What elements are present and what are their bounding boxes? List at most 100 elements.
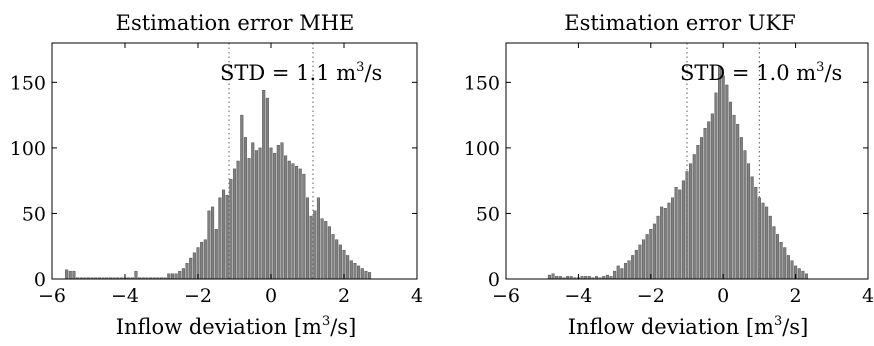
histogram-bar: [728, 101, 732, 280]
y-tick-label: 150: [10, 72, 46, 94]
histogram-bar: [324, 221, 328, 280]
x-tick-label: 4: [411, 285, 423, 307]
histogram-bar: [790, 260, 794, 280]
histogram-bar: [262, 89, 266, 280]
x-tick-label: −6: [492, 285, 520, 307]
x-axis-ticks: −6 −4 −2 0 2 4: [492, 43, 874, 307]
histogram-bar: [335, 239, 339, 280]
histogram-bar: [801, 270, 805, 280]
histogram-bar: [247, 158, 251, 280]
y-tick-label: 100: [464, 138, 500, 160]
histogram-bar: [671, 197, 675, 280]
histogram-bar: [65, 269, 69, 280]
histogram-bar: [627, 260, 631, 280]
histogram-bar: [357, 265, 361, 280]
histogram-bar: [258, 147, 262, 280]
histogram-bar: [714, 92, 718, 280]
x-axis-label: Inflow deviation [m3/s]: [568, 314, 809, 339]
histogram-bar: [174, 273, 178, 280]
histogram-bar: [327, 226, 331, 280]
histogram-bar: [804, 273, 808, 280]
x-axis-label-exp: 3: [774, 314, 782, 329]
histogram-bar: [620, 268, 624, 280]
histogram-bar: [284, 155, 288, 280]
histogram-bar: [623, 263, 627, 280]
histogram-bar: [305, 197, 310, 280]
histogram-bar: [203, 239, 207, 280]
histogram-bar: [368, 272, 372, 280]
histogram-bar: [696, 145, 700, 280]
y-tick-label: 0: [488, 269, 500, 291]
histogram-bar: [703, 128, 707, 280]
histogram-bar: [331, 234, 335, 280]
plot-frame: [505, 42, 869, 280]
histogram-bar: [225, 194, 229, 280]
histogram-bar: [338, 244, 342, 280]
histogram-bar: [276, 145, 280, 280]
histogram-bar: [295, 166, 299, 280]
histogram-bar: [211, 206, 215, 280]
histogram-bar: [232, 168, 237, 280]
histogram-bar: [652, 223, 656, 280]
y-tick-label: 0: [34, 269, 46, 291]
chart-title: Estimation error MHE: [116, 11, 355, 35]
x-axis-label-prefix: Inflow deviation [m: [568, 315, 774, 339]
histogram-bar: [192, 252, 196, 280]
histogram-bar: [786, 255, 790, 280]
histogram-bar: [185, 263, 189, 280]
histogram-bar: [313, 210, 317, 280]
histogram-bar: [181, 268, 185, 280]
histogram-bar: [768, 215, 772, 280]
histogram-bar: [750, 176, 754, 280]
histogram-bar: [754, 187, 758, 280]
std-annotation-exp: 3: [356, 60, 364, 75]
histogram-bar: [68, 270, 72, 280]
histogram-bar: [631, 255, 635, 280]
histogram-bar: [243, 137, 247, 280]
histogram-panel-mhe: Estimation error MHE −6 −4 −2 0 2 4 0 50 100 150…: [10, 11, 423, 339]
histogram-bars: [547, 66, 808, 280]
histogram-bar: [298, 168, 302, 280]
plot-frame: [51, 42, 418, 280]
histogram-bars: [65, 89, 372, 280]
histogram-bar: [613, 270, 617, 280]
histogram-bar: [674, 187, 678, 280]
histogram-bar: [178, 270, 182, 280]
histogram-bar: [364, 270, 368, 280]
x-tick-label: −2: [637, 285, 665, 307]
histogram-bar: [656, 215, 660, 280]
histogram-bar: [797, 268, 801, 280]
histogram-bar: [710, 113, 714, 280]
std-annotation-exp: 3: [816, 60, 824, 75]
histogram-bar: [320, 218, 324, 280]
histogram-bar: [309, 215, 313, 280]
x-axis-ticks: −6 −4 −2 0 2 4: [38, 43, 423, 307]
histogram-bar: [189, 257, 193, 280]
histogram-bar: [642, 239, 646, 280]
histogram-bar: [287, 160, 291, 280]
histogram-bar: [739, 137, 743, 280]
histogram-bar: [692, 154, 696, 280]
histogram-bar: [605, 274, 609, 280]
y-tick-label: 100: [10, 138, 46, 160]
histogram-bar: [551, 273, 555, 280]
x-axis-label-suffix: /s]: [330, 315, 356, 339]
histogram-bar: [667, 202, 671, 280]
histogram-bar: [638, 244, 642, 280]
histogram-bar: [699, 137, 703, 280]
histogram-bar: [167, 273, 171, 280]
histogram-bar: [316, 197, 320, 280]
histogram-bar: [732, 114, 736, 280]
histogram-bar: [134, 270, 138, 280]
histogram-bar: [72, 270, 76, 280]
x-tick-label: 4: [862, 285, 874, 307]
histogram-bar: [291, 163, 295, 280]
histogram-bar: [240, 114, 244, 280]
histogram-bar: [779, 242, 783, 280]
std-annotation-prefix: STD = 1.1 m: [220, 61, 356, 85]
histogram-bar: [718, 66, 722, 280]
x-tick-label: −2: [184, 285, 212, 307]
histogram-bar: [349, 260, 353, 280]
histogram-bar: [302, 173, 306, 280]
std-annotation: STD = 1.0 m3/s: [680, 60, 842, 85]
